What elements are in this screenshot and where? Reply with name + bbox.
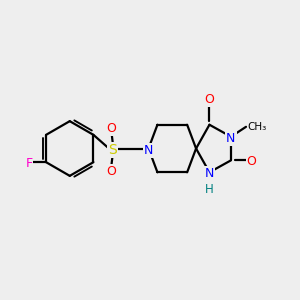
Text: O: O <box>106 165 116 178</box>
Text: CH₃: CH₃ <box>248 122 267 132</box>
Text: O: O <box>247 155 256 168</box>
Text: N: N <box>226 132 236 145</box>
Text: O: O <box>106 122 116 135</box>
Text: H: H <box>205 183 214 196</box>
Text: S: S <box>109 143 117 157</box>
Text: F: F <box>25 157 32 170</box>
Text: N: N <box>205 167 214 180</box>
Text: N: N <box>144 143 153 157</box>
Text: O: O <box>205 93 214 106</box>
